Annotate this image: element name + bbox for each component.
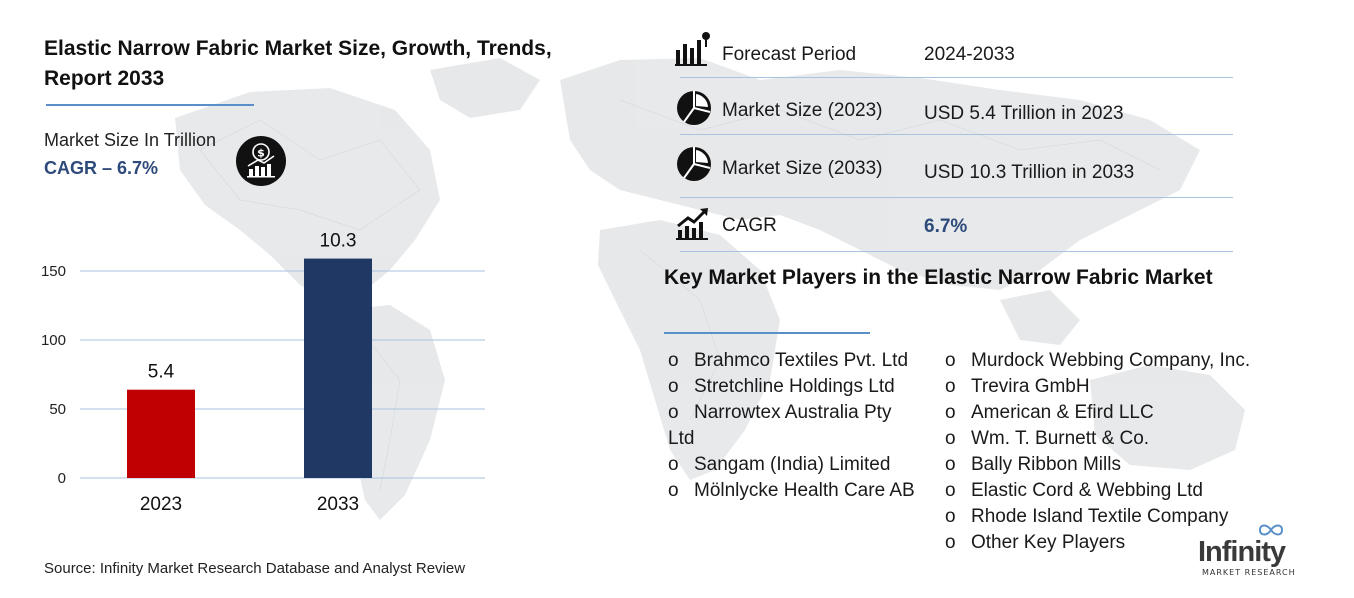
bullet: o [945,532,956,553]
player-name: Wm. T. Burnett & Co. [971,428,1150,449]
bar-2023 [127,389,195,478]
row-divider [680,77,1233,78]
list-item: o Wm. T. Burnett & Co. [945,426,1285,452]
info-value: 2024-2033 [924,44,1015,65]
data-label: 10.3 [320,231,357,252]
info-value: USD 10.3 Trillion in 2033 [924,162,1135,183]
dollar-growth-icon: $ [236,136,286,186]
player-name: Mölnlycke Health Care AB [694,480,915,501]
info-row-cagr: CAGR 6.7% [670,204,1235,260]
list-item: o Rhode Island Textile Company [945,504,1285,530]
player-name: Murdock Webbing Company, Inc. [971,350,1251,371]
list-item: o Bally Ribbon Mills [945,452,1285,478]
bullet: o [668,454,679,475]
info-row-market-size-2033: Market Size (2033) USD 10.3 Trillion in … [670,144,1235,200]
player-name: Other Key Players [971,532,1126,553]
bullet: o [668,402,679,423]
player-name: Narrowtex Australia Pty Ltd [668,402,892,449]
players-list-right: o Murdock Webbing Company, Inc. o Trevira … [945,348,1285,556]
x-tick-label: 2033 [317,494,359,515]
y-tick-label: 0 [58,470,66,487]
logo-subtitle: MARKET RESEARCH [1202,568,1296,577]
player-name: Stretchline Holdings Ltd [694,376,895,397]
row-divider [680,251,1233,252]
players-list-left: o Brahmco Textiles Pvt. Ltd o Stretchline … [668,348,916,504]
list-item: o Narrowtex Australia Pty Ltd [668,400,916,452]
info-label: Market Size (2023) [722,100,883,121]
info-row-forecast-period: Forecast Period 2024-2033 [670,30,1235,86]
y-tick-label: 150 [41,263,66,280]
page-title: Elastic Narrow Fabric Market Size, Growt… [44,37,552,90]
y-tick-label: 50 [49,401,66,418]
bullet: o [668,480,679,501]
cagr-summary: CAGR – 6.7% [44,158,159,178]
bullet: o [945,376,956,397]
list-item: o Other Key Players [945,530,1285,556]
infinity-logo: Infinity MARKET RESEARCH [1198,522,1304,578]
bullet: o [945,402,956,423]
key-players-heading: Key Market Players in the Elastic Narrow… [664,266,1213,289]
list-item: o Stretchline Holdings Ltd [668,374,916,400]
list-item: o Trevira GmbH [945,374,1285,400]
info-label: CAGR [722,215,777,236]
bullet: o [945,350,956,371]
player-name: Trevira GmbH [971,376,1090,397]
bullet: o [668,350,679,371]
info-label: Forecast Period [722,44,857,65]
trend-up-icon [676,208,708,240]
infinity-symbol-icon [1258,524,1284,536]
bullet: o [945,506,956,527]
list-item: o Brahmco Textiles Pvt. Ltd [668,348,916,374]
player-name: Elastic Cord & Webbing Ltd [971,480,1203,501]
chart-subtitle: Market Size In Trillion [44,130,217,150]
market-size-bar-chart: 0 50 100 150 5.4 2023 10.3 2033 [41,231,485,515]
list-item: o American & Efird LLC [945,400,1285,426]
list-item: o Murdock Webbing Company, Inc. [945,348,1285,374]
info-value: 6.7% [924,216,968,237]
row-divider [680,197,1233,198]
bar-chart-icon [675,32,710,66]
player-name: American & Efird LLC [971,402,1154,423]
y-tick-label: 100 [41,332,66,349]
bar-2033 [304,258,372,478]
bullet: o [945,480,956,501]
player-name: Rhode Island Textile Company [971,506,1229,527]
source-note: Source: Infinity Market Research Databas… [44,560,466,577]
info-label: Market Size (2033) [722,158,883,179]
row-divider [680,134,1233,135]
bullet: o [668,376,679,397]
logo-wordmark: Infinity [1198,536,1286,568]
bullet: o [945,428,956,449]
data-label: 5.4 [148,362,175,383]
bullet: o [945,454,956,475]
info-row-market-size-2023: Market Size (2023) USD 5.4 Trillion in 2… [670,88,1235,144]
x-tick-label: 2023 [140,494,182,515]
players-underline [664,332,870,334]
player-name: Brahmco Textiles Pvt. Ltd [694,350,909,371]
player-name: Sangam (India) Limited [694,454,891,475]
player-name: Bally Ribbon Mills [971,454,1121,475]
info-value: USD 5.4 Trillion in 2023 [924,103,1124,124]
pie-chart-icon [677,147,711,181]
list-item: o Mölnlycke Health Care AB [668,478,916,504]
list-item: o Sangam (India) Limited [668,452,916,478]
list-item: o Elastic Cord & Webbing Ltd [945,478,1285,504]
title-underline [46,104,254,106]
svg-text:$: $ [257,147,265,160]
pie-chart-icon [677,91,711,125]
